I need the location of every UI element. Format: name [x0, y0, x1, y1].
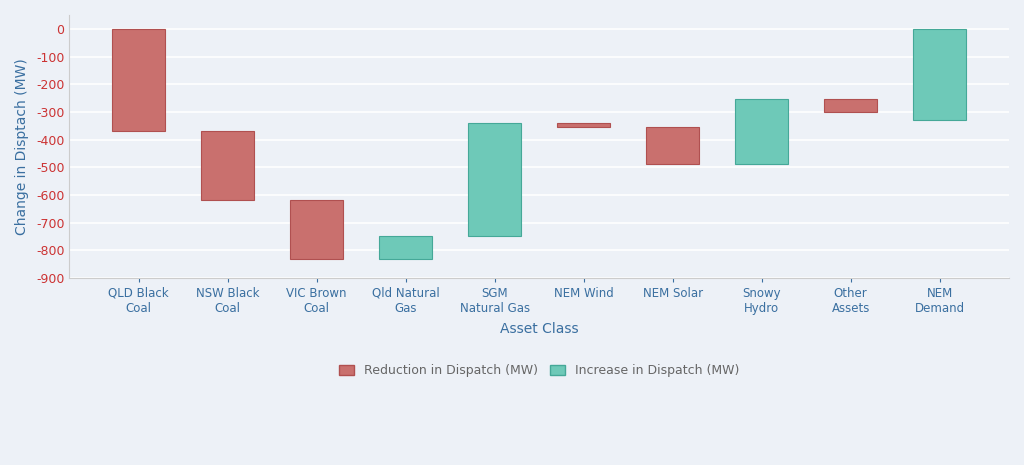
Bar	[468, 123, 521, 236]
Legend: Reduction in Dispatch (MW), Increase in Dispatch (MW): Reduction in Dispatch (MW), Increase in …	[334, 359, 744, 382]
X-axis label: Asset Class: Asset Class	[500, 322, 579, 336]
Bar	[824, 100, 878, 112]
Bar	[201, 131, 254, 200]
Y-axis label: Change in Disptach (MW): Change in Disptach (MW)	[15, 58, 29, 235]
Bar	[646, 127, 699, 165]
Bar	[112, 29, 166, 131]
Bar	[735, 100, 788, 165]
Bar	[557, 123, 610, 127]
Bar	[912, 29, 967, 120]
Bar	[290, 200, 343, 259]
Bar	[379, 236, 432, 259]
